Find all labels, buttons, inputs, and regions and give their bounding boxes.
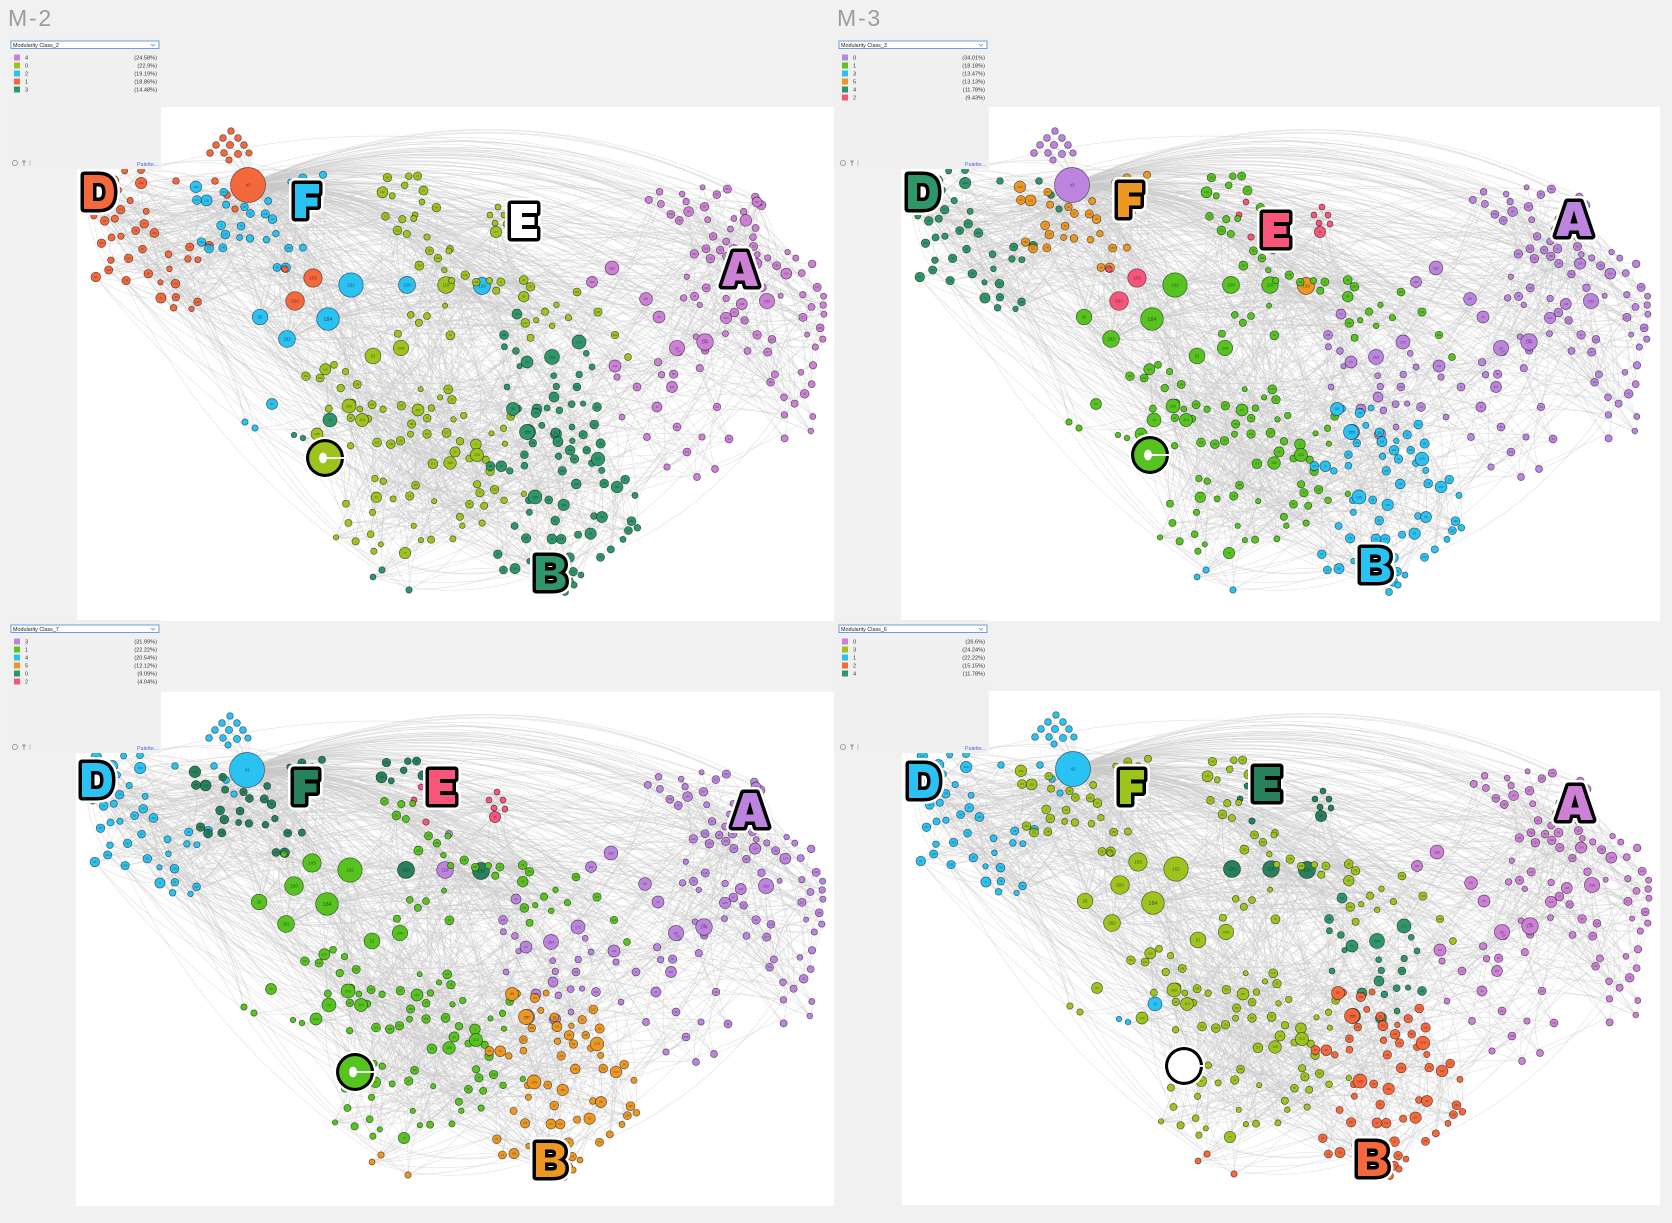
svg-text:1: 1 [853, 63, 856, 69]
svg-text:M-2: M-2 [8, 5, 53, 31]
svg-text:Modularity Class_7: Modularity Class_7 [13, 627, 59, 633]
svg-text:3: 3 [853, 647, 856, 653]
svg-text:5: 5 [25, 663, 28, 669]
svg-text:Palette...: Palette... [965, 162, 986, 168]
svg-text:(9.09%): (9.09%) [137, 671, 157, 677]
svg-text:(13.13%): (13.13%) [962, 79, 985, 85]
svg-text:0: 0 [853, 639, 856, 645]
svg-text:4: 4 [853, 87, 856, 93]
svg-text:(14.48%): (14.48%) [134, 87, 157, 93]
svg-text:(34.01%): (34.01%) [962, 55, 985, 61]
svg-text:(24.24%): (24.24%) [962, 647, 985, 653]
svg-text:(11.78%): (11.78%) [963, 87, 985, 93]
svg-text:(31.99%): (31.99%) [134, 639, 157, 645]
svg-text:2: 2 [853, 663, 856, 669]
svg-text:(11.78%): (11.78%) [963, 671, 985, 677]
svg-text:(22.22%): (22.22%) [962, 655, 985, 661]
svg-text:(22.9%): (22.9%) [137, 63, 157, 69]
svg-text:(18.18%): (18.18%) [962, 63, 985, 69]
svg-text:Palette...: Palette... [137, 162, 158, 168]
svg-text:2: 2 [25, 71, 28, 77]
svg-text:0: 0 [25, 63, 28, 69]
svg-text:4: 4 [853, 671, 856, 677]
svg-text:Modularity Class_3: Modularity Class_3 [841, 43, 887, 49]
svg-text:(9.43%): (9.43%) [965, 95, 985, 101]
svg-text:2: 2 [853, 95, 856, 101]
svg-text:Modularity Class_2: Modularity Class_2 [13, 43, 59, 49]
svg-text:(13.47%): (13.47%) [962, 71, 985, 77]
svg-text:5: 5 [853, 79, 856, 85]
svg-text:(4.04%): (4.04%) [137, 679, 157, 685]
svg-text:(26.6%): (26.6%) [965, 639, 985, 645]
svg-text:3: 3 [25, 87, 28, 93]
svg-text:2: 2 [25, 679, 28, 685]
svg-text:(22.22%): (22.22%) [134, 647, 157, 653]
svg-text:4: 4 [25, 655, 28, 661]
svg-text:0: 0 [25, 671, 28, 677]
svg-text:Palette...: Palette... [137, 746, 158, 752]
svg-text:(20.54%): (20.54%) [134, 655, 157, 661]
svg-text:3: 3 [853, 71, 856, 77]
svg-text:(24.58%): (24.58%) [134, 55, 157, 61]
svg-text:(18.86%): (18.86%) [134, 79, 157, 85]
svg-text:3: 3 [25, 639, 28, 645]
svg-text:(15.15%): (15.15%) [962, 663, 985, 669]
svg-text:Palette...: Palette... [965, 746, 986, 752]
svg-text:(19.19%): (19.19%) [134, 71, 157, 77]
svg-text:0: 0 [853, 55, 856, 61]
svg-text:Modularity Class_6: Modularity Class_6 [841, 627, 887, 633]
svg-text:4: 4 [25, 55, 28, 61]
svg-text:(12.12%): (12.12%) [134, 663, 157, 669]
svg-text:1: 1 [25, 647, 28, 653]
svg-text:1: 1 [853, 655, 856, 661]
svg-text:M-3: M-3 [837, 5, 882, 31]
svg-text:1: 1 [25, 79, 28, 85]
